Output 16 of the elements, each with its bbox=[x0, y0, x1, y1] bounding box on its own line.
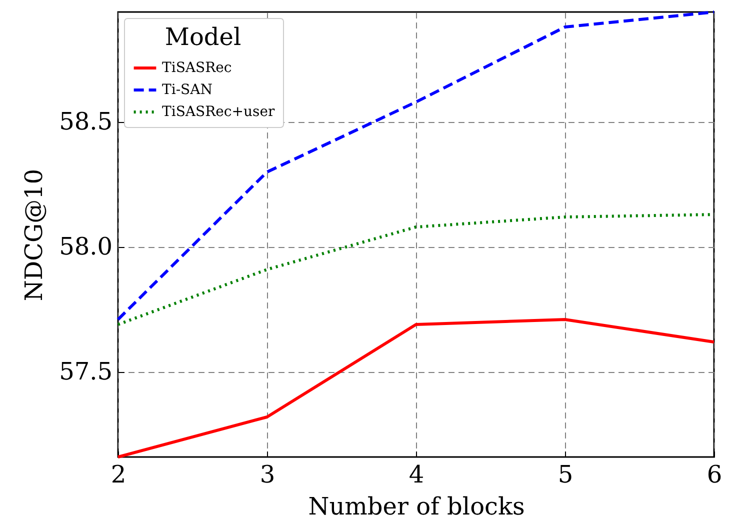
y-tick-label: 58.5 bbox=[59, 108, 112, 136]
x-axis-title: Number of blocks bbox=[308, 492, 525, 520]
legend-label: TiSASRec bbox=[162, 60, 232, 76]
line-series bbox=[116, 318, 716, 458]
x-tick-label: 2 bbox=[110, 460, 126, 488]
y-tick-label: 57.5 bbox=[59, 358, 112, 386]
y-axis-title: NDCG@10 bbox=[20, 168, 48, 302]
legend-title: Model bbox=[164, 23, 242, 51]
x-tick-label: 6 bbox=[706, 460, 722, 488]
x-tick-label: 5 bbox=[558, 460, 574, 488]
y-tick-label: 58.0 bbox=[59, 232, 112, 260]
x-tick-label: 3 bbox=[260, 460, 276, 488]
x-tick-label: 4 bbox=[408, 460, 424, 488]
legend-label: Ti-SAN bbox=[162, 82, 212, 98]
legend-label: TiSASRec+user bbox=[162, 104, 275, 120]
line-series bbox=[116, 10, 716, 321]
